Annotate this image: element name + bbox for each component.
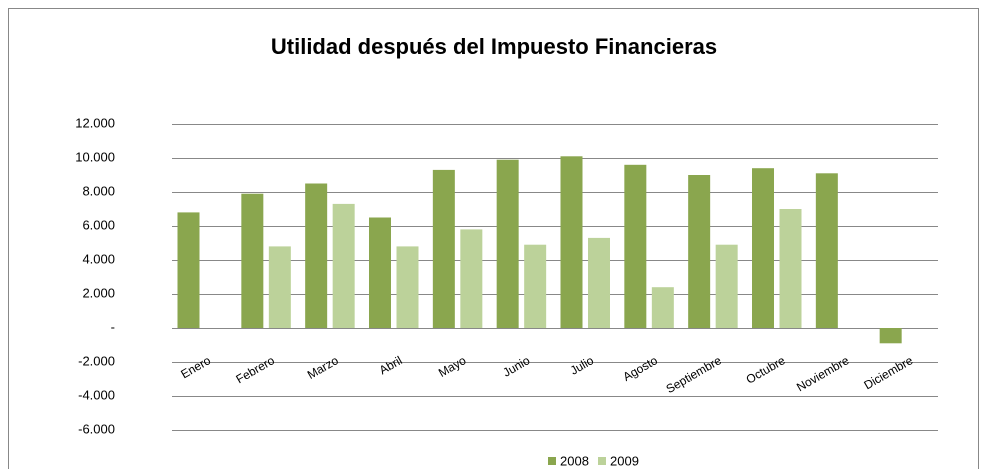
legend-label: 2008 bbox=[560, 453, 589, 468]
bar bbox=[241, 193, 264, 328]
y-tick-label: 4.000 bbox=[82, 251, 115, 266]
bar bbox=[268, 246, 291, 328]
y-tick-label: - bbox=[111, 319, 115, 334]
bar bbox=[460, 229, 483, 328]
bar bbox=[369, 217, 391, 328]
y-tick-label: 10.000 bbox=[75, 149, 115, 164]
bar bbox=[396, 246, 419, 328]
legend-swatch bbox=[548, 457, 556, 465]
bar bbox=[588, 237, 610, 328]
y-tick-label: -4.000 bbox=[78, 387, 115, 402]
bar bbox=[332, 203, 355, 328]
y-tick-label: 2.000 bbox=[82, 285, 115, 300]
bar bbox=[624, 164, 647, 328]
y-tick-label: 8.000 bbox=[82, 183, 115, 198]
bar bbox=[560, 156, 583, 328]
y-tick-label: 12.000 bbox=[75, 115, 115, 130]
chart-title: Utilidad después del Impuesto Financiera… bbox=[271, 34, 717, 59]
legend-swatch bbox=[598, 457, 606, 465]
bar bbox=[496, 159, 519, 328]
bar bbox=[432, 169, 455, 328]
y-tick-label: 6.000 bbox=[82, 217, 115, 232]
bar bbox=[651, 287, 674, 328]
bar bbox=[524, 244, 547, 328]
bar bbox=[177, 212, 200, 328]
bar bbox=[688, 175, 711, 328]
bar bbox=[715, 244, 738, 328]
bar bbox=[305, 183, 328, 328]
y-tick-label: -6.000 bbox=[78, 421, 115, 436]
bar bbox=[779, 209, 802, 328]
legend-label: 2009 bbox=[610, 453, 639, 468]
bar bbox=[752, 168, 774, 328]
bar bbox=[879, 328, 902, 344]
bar bbox=[815, 173, 838, 328]
y-tick-label: -2.000 bbox=[78, 353, 115, 368]
